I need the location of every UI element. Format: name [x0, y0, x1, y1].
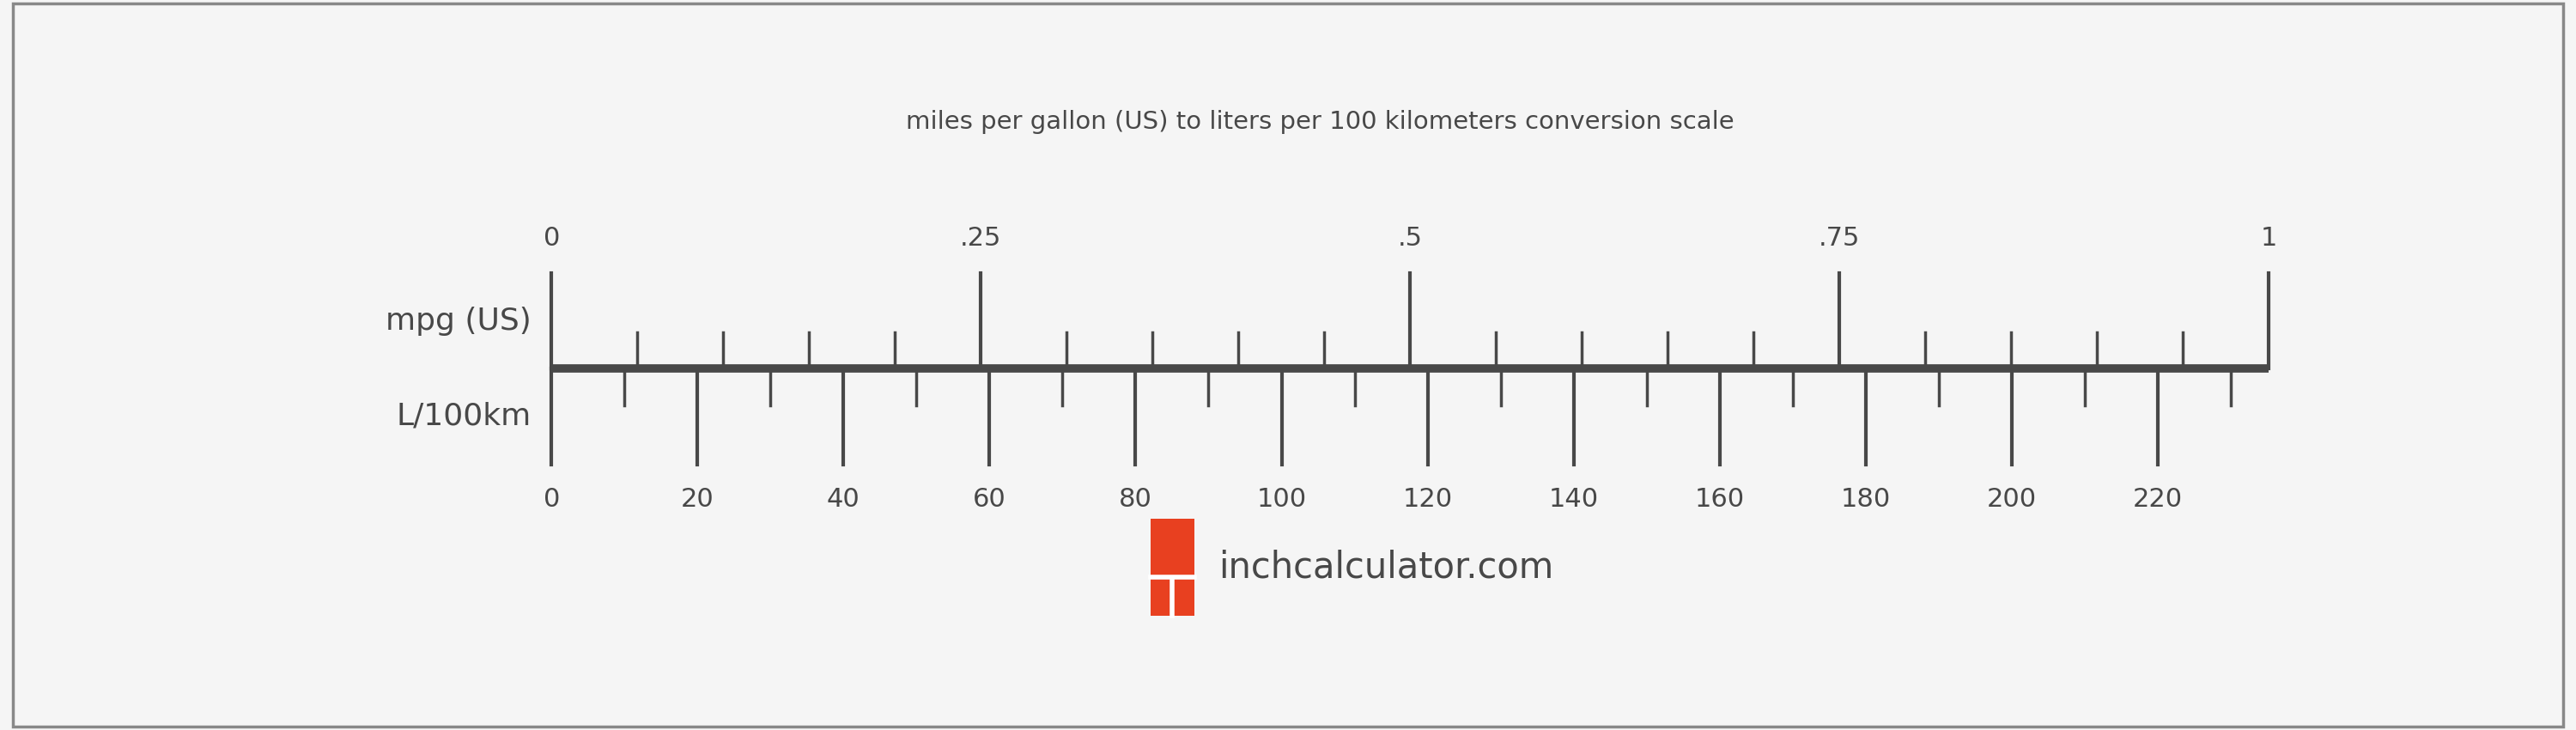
Text: 40: 40 [827, 487, 860, 512]
Text: mpg (US): mpg (US) [386, 307, 531, 336]
Text: L/100km: L/100km [397, 402, 531, 431]
Text: miles per gallon (US) to liters per 100 kilometers conversion scale: miles per gallon (US) to liters per 100 … [907, 110, 1734, 134]
Text: 0: 0 [544, 487, 559, 512]
Text: 20: 20 [680, 487, 714, 512]
Text: .75: .75 [1819, 226, 1860, 250]
Text: 100: 100 [1257, 487, 1306, 512]
Text: .25: .25 [961, 226, 1002, 250]
Text: .5: .5 [1399, 226, 1422, 250]
Text: 140: 140 [1548, 487, 1600, 512]
Text: 0: 0 [544, 226, 559, 250]
Text: 60: 60 [974, 487, 1007, 512]
Text: inchcalculator.com: inchcalculator.com [1218, 549, 1553, 585]
Text: 220: 220 [2133, 487, 2182, 512]
Text: 200: 200 [1986, 487, 2038, 512]
Bar [1151, 519, 1195, 616]
Text: 160: 160 [1695, 487, 1744, 512]
Text: 1: 1 [2259, 226, 2277, 250]
Text: 80: 80 [1118, 487, 1151, 512]
Text: 180: 180 [1839, 487, 1891, 512]
Text: 120: 120 [1401, 487, 1453, 512]
